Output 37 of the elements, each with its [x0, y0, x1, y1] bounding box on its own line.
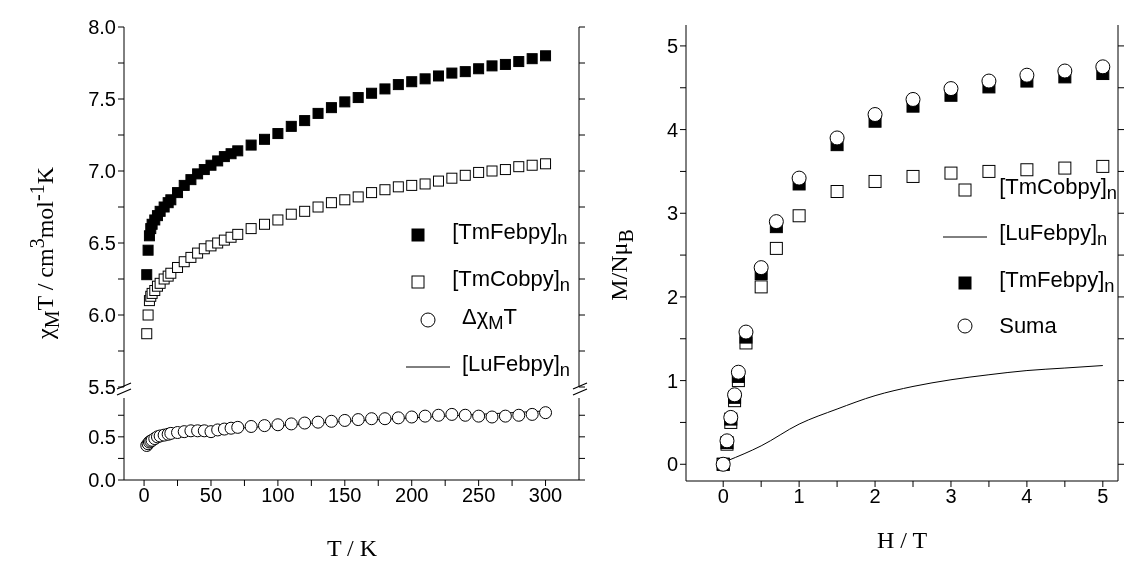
x-tick-label: 0: [138, 484, 150, 507]
legend-label: [TmCobpy]$_{n}$: [452, 264, 570, 297]
legend-label: Δχ$_{M}$T: [461, 303, 517, 336]
y-tick-label: 5.5: [88, 376, 116, 399]
x-axis-title: T / K: [326, 534, 378, 562]
y-tick-label: 6.0: [88, 304, 116, 327]
legend-label: [TmFebpy]$_{n}$: [999, 265, 1115, 299]
x-tick-label: 1: [793, 485, 805, 508]
x-tick-label: 0: [717, 485, 729, 508]
legend-label: [TmFebpy]$_{n}$: [452, 218, 568, 251]
x-tick-label: 3: [945, 485, 957, 508]
x-tick-label: 200: [395, 484, 429, 507]
y-tick-label: 0.0: [88, 469, 116, 492]
y-tick-label: 7.5: [88, 88, 116, 111]
legend-label: [LuFebpy]$_{n}$: [999, 219, 1108, 252]
x-tick-label: 5: [1097, 485, 1109, 508]
y-tick-label: 6.5: [88, 232, 116, 255]
y-tick-label: 5: [666, 35, 678, 58]
x-tick-label: 4: [1021, 485, 1033, 508]
x-tick-label: 2: [869, 485, 881, 508]
y-tick-label: 3: [666, 202, 678, 225]
x-tick-label: 300: [528, 484, 563, 507]
y-tick-label: 7.0: [88, 160, 116, 183]
y-tick-label: 4: [666, 118, 678, 141]
y-tick-label: 2: [666, 286, 678, 309]
x-axis-title: H / T: [876, 526, 928, 554]
x-tick-label: 250: [461, 484, 496, 507]
legend-label: [LuFebpy]$_{n}$: [461, 349, 570, 382]
legend-label: Suma: [999, 312, 1057, 341]
y-tick-label: 1: [666, 369, 678, 392]
x-tick-label: 50: [199, 484, 223, 507]
x-tick-label: 100: [261, 484, 295, 507]
y-tick-label: 0.5: [88, 425, 116, 448]
x-tick-label: 150: [328, 484, 362, 507]
y-tick-label: 0: [666, 453, 678, 476]
y-tick-label: 8.0: [88, 16, 116, 39]
legend-label: [TmCobpy]$_{n}$: [999, 173, 1117, 206]
